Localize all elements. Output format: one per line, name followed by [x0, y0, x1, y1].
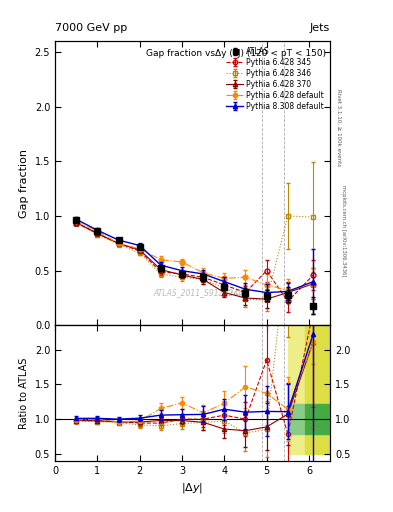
Text: ATLAS_2011_S9126244: ATLAS_2011_S9126244 [153, 288, 243, 297]
Text: Rivet 3.1.10, ≥ 100k events: Rivet 3.1.10, ≥ 100k events [336, 90, 341, 166]
Bar [288, 325, 330, 454]
Bar [288, 404, 330, 434]
Text: 7000 GeV pp: 7000 GeV pp [55, 23, 127, 33]
Y-axis label: Ratio to ATLAS: Ratio to ATLAS [19, 357, 29, 429]
Text: mcplots.cern.ch [arXiv:1306.3436]: mcplots.cern.ch [arXiv:1306.3436] [341, 185, 346, 276]
Text: Jets: Jets [310, 23, 330, 33]
Y-axis label: Gap fraction: Gap fraction [19, 148, 29, 218]
Legend: ATLAS, Pythia 6.428 345, Pythia 6.428 346, Pythia 6.428 370, Pythia 6.428 defaul: ATLAS, Pythia 6.428 345, Pythia 6.428 34… [224, 45, 326, 113]
X-axis label: $|\Delta y|$: $|\Delta y|$ [182, 481, 204, 495]
Text: Gap fraction vsΔy (LJ) (120 < pT < 150): Gap fraction vsΔy (LJ) (120 < pT < 150) [146, 50, 326, 58]
Bar [305, 404, 330, 434]
Bar [305, 325, 330, 454]
